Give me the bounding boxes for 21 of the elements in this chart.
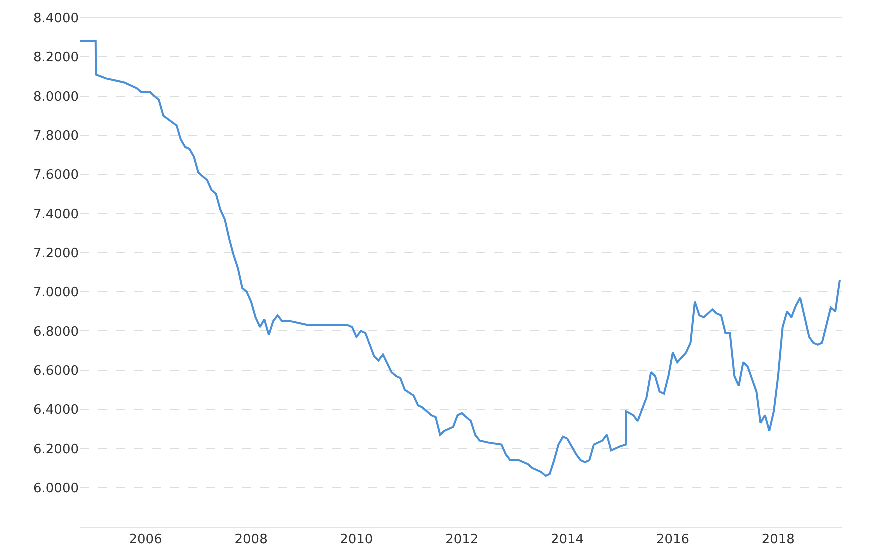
x-tick-label: 2016 (656, 532, 690, 548)
y-tick-label: 7.2000 (34, 246, 79, 262)
y-tick-label: 7.6000 (34, 168, 79, 184)
y-tick-label: 6.6000 (34, 364, 79, 379)
x-tick-label: 2018 (762, 532, 795, 548)
y-tick-label: 6.4000 (34, 403, 79, 418)
line-series (80, 40, 841, 478)
x-tick-label: 2008 (234, 532, 268, 548)
y-tick-label: 8.0000 (34, 90, 79, 105)
y-tick-label: 6.8000 (34, 324, 79, 340)
y-tick-label: 6.2000 (34, 442, 79, 458)
y-tick-label: 8.4000 (34, 12, 79, 27)
x-tick-label: 2010 (340, 532, 374, 548)
y-tick-label: 8.2000 (34, 50, 79, 66)
y-tick-label: 6.0000 (34, 481, 79, 496)
y-tick-label: 7.8000 (34, 129, 79, 144)
x-tick-label: 2006 (129, 532, 162, 548)
y-tick-label: 7.4000 (34, 207, 79, 222)
x-tick-label: 2012 (446, 532, 479, 548)
y-tick-label: 7.0000 (34, 286, 79, 301)
x-tick-label: 2014 (550, 532, 584, 548)
